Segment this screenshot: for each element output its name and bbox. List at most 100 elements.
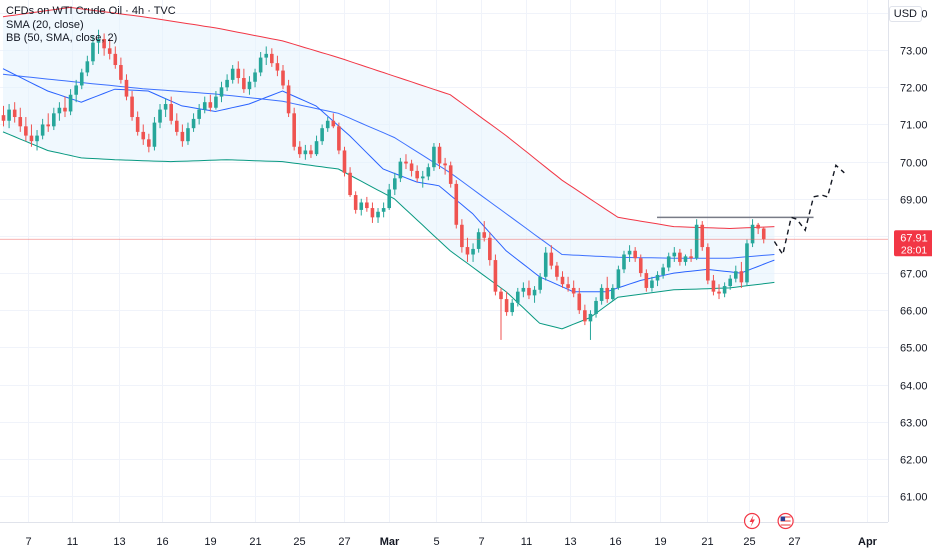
candle-body [661, 267, 665, 275]
candle-body [236, 68, 241, 79]
last-price-badge-bg [894, 230, 932, 257]
candle [230, 65, 235, 84]
symbol-title[interactable]: CFDs on WTI Crude Oil · 4h · TVC [6, 5, 176, 17]
candle [560, 271, 565, 288]
bb-indicator-label[interactable]: BB (50, SMA, close, 2) [6, 32, 118, 44]
candle [739, 261, 744, 288]
candle [387, 183, 392, 210]
price-tick-label: 67.00 [900, 269, 928, 281]
candle-body [761, 228, 766, 240]
candle-body [633, 250, 637, 259]
candle-body [655, 274, 660, 281]
flash-icon[interactable] [743, 512, 761, 530]
candle [342, 146, 347, 177]
candle-body [303, 150, 308, 155]
price-tick-label: 61.00 [900, 492, 928, 504]
sma-indicator-label[interactable]: SMA (20, close) [6, 18, 84, 31]
candle-body [7, 109, 11, 121]
candle [521, 282, 526, 298]
candle-body [616, 269, 621, 288]
price-tick-label: 65.00 [900, 343, 928, 355]
candle-body [387, 189, 392, 209]
currency-button[interactable]: USD [888, 6, 922, 22]
candle-body [420, 176, 425, 179]
candle-body [24, 126, 28, 136]
candle [292, 107, 296, 151]
candle-body [119, 65, 123, 80]
candle-body [482, 232, 487, 238]
candle-body [281, 70, 285, 86]
candle [515, 287, 520, 307]
time-tick-label: 25 [743, 536, 755, 548]
price-tick-label: 73.00 [900, 46, 928, 58]
candle-body [739, 271, 744, 283]
candle [672, 247, 677, 262]
candle-body [376, 211, 380, 218]
candle-body [415, 170, 419, 179]
candle-body [588, 313, 593, 322]
time-tick-label: 11 [67, 536, 78, 548]
candle [532, 286, 537, 303]
candle-body [141, 131, 146, 140]
candle-body [186, 128, 190, 142]
candle-body [152, 122, 157, 147]
flag-stripe [780, 524, 791, 526]
candles [1, 29, 766, 340]
candle-body [169, 104, 173, 121]
candle-body [68, 94, 73, 112]
candle [270, 48, 274, 67]
candle [605, 276, 610, 303]
candle [191, 113, 196, 132]
candle-body [510, 302, 514, 313]
candle [415, 165, 419, 183]
price-tick-label: 64.00 [900, 381, 928, 393]
candle-body [555, 265, 559, 277]
candle-body [493, 260, 498, 292]
candle [761, 226, 766, 244]
last-price-value: 67.91 [900, 232, 928, 244]
candle-body [756, 224, 760, 229]
candle [745, 239, 749, 287]
candle-body [426, 167, 431, 177]
candle-body [454, 183, 459, 225]
candle [404, 154, 408, 170]
candle [611, 284, 615, 301]
candle [650, 276, 654, 292]
candle [728, 274, 732, 290]
candle [398, 157, 403, 183]
candle [219, 81, 224, 103]
candle-body [320, 128, 324, 142]
candle [409, 159, 414, 177]
candle-body [476, 232, 481, 249]
flag-canton [780, 516, 786, 521]
candle-body [381, 208, 386, 212]
candle [12, 102, 17, 123]
candle [202, 96, 207, 114]
us-flag-icon[interactable] [777, 512, 794, 530]
price-tick-label: 66.00 [900, 306, 928, 318]
flag-stripe [780, 516, 791, 518]
candle [96, 29, 101, 54]
time-tick-label: 11 [521, 536, 532, 548]
candle-body [543, 252, 548, 277]
candle [482, 221, 487, 242]
candle [186, 122, 190, 145]
candle [420, 170, 425, 188]
candle [264, 46, 269, 66]
time-tick-label: 21 [701, 536, 713, 548]
candle-body [706, 247, 710, 281]
candle-body [342, 150, 347, 173]
candle [471, 243, 475, 262]
candle-body [225, 79, 229, 88]
candle [678, 248, 682, 266]
candle [493, 254, 498, 296]
candle-body [532, 289, 537, 296]
candle [214, 91, 218, 110]
candle-body [398, 161, 403, 179]
candle [454, 180, 459, 229]
candle-body [733, 271, 738, 279]
candle-body [638, 258, 643, 274]
